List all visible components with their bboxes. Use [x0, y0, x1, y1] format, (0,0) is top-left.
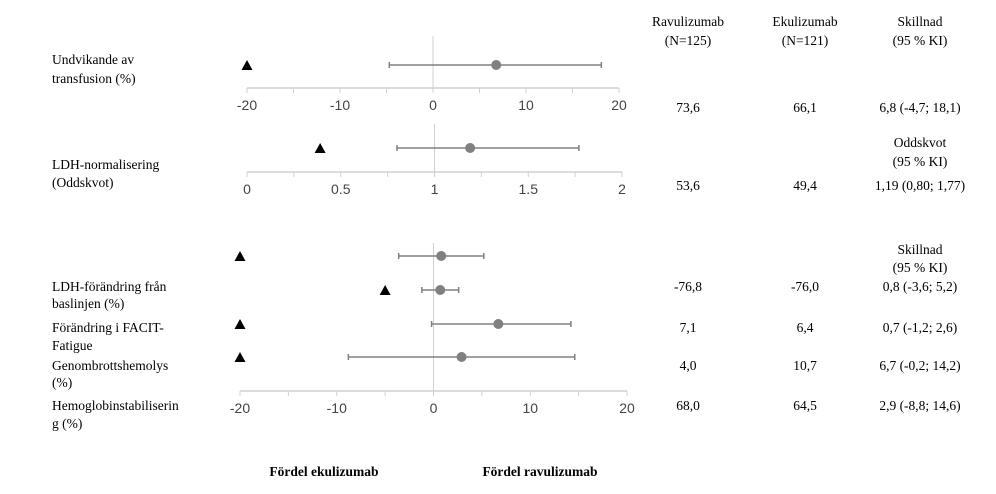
- point-estimate: [435, 285, 446, 295]
- point-estimate: [456, 352, 467, 362]
- point-estimate: [491, 60, 502, 70]
- subheader-skillnad: Skillnad: [897, 242, 943, 257]
- favours-ravulizumab-label: Fördel ravulizumab: [482, 464, 598, 479]
- x-tick-label: 0: [429, 97, 437, 113]
- row-label: (Oddskvot): [52, 175, 114, 190]
- triangle-marker: [314, 143, 326, 153]
- x-tick-label: 2: [618, 181, 626, 197]
- ekulizumab-value: -76,0: [790, 279, 820, 294]
- ravulizumab-value: 73,6: [676, 100, 700, 115]
- triangle-marker: [234, 352, 246, 362]
- effect-value: 0,7 (-1,2; 2,6): [882, 320, 958, 335]
- row-label: Undvikande av: [52, 52, 135, 67]
- header-ravulizumab-n: (N=125): [664, 33, 712, 48]
- row-label: Genombrottshemolys: [52, 358, 169, 373]
- x-tick-label: -10: [327, 400, 347, 416]
- subheader-ki: (95 % KI): [892, 260, 948, 275]
- header-ki: (95 % KI): [892, 33, 948, 48]
- ravulizumab-value: 68,0: [676, 398, 700, 413]
- row-label: g (%): [52, 416, 83, 431]
- x-tick-label: 0: [430, 400, 438, 416]
- header-ekulizumab-n: (N=121): [781, 33, 829, 48]
- favours-ekulizumab-label: Fördel ekulizumab: [269, 464, 379, 479]
- row-label: Förändring i FACIT-: [52, 320, 164, 335]
- effect-value: 6,7 (-0,2; 14,2): [879, 358, 961, 373]
- x-tick-label: -20: [230, 400, 250, 416]
- effect-value: 2,9 (-8,8; 14,6): [879, 398, 961, 413]
- subheader-ki: (95 % KI): [892, 154, 948, 169]
- header-ravulizumab: Ravulizumab: [652, 14, 724, 29]
- x-tick-label: 0: [243, 181, 251, 197]
- ravulizumab-value: 4,0: [679, 358, 697, 373]
- ekulizumab-value: 6,4: [796, 320, 814, 335]
- ekulizumab-value: 64,5: [793, 398, 817, 413]
- row-label: Hemoglobinstabiliserin: [52, 398, 179, 413]
- x-tick-label: -10: [330, 97, 350, 113]
- x-tick-label: 10: [522, 400, 538, 416]
- x-tick-label: 0.5: [331, 181, 351, 197]
- effect-value: 0,8 (-3,6; 5,2): [882, 279, 958, 294]
- row-label: transfusion (%): [52, 71, 136, 86]
- row-label: LDH-förändring från: [52, 279, 167, 294]
- ravulizumab-value: 7,1: [679, 320, 697, 335]
- x-tick-label: 1: [431, 181, 439, 197]
- x-tick-label: -20: [237, 97, 257, 113]
- x-tick-label: 20: [611, 97, 627, 113]
- x-tick-label: 1.5: [519, 181, 539, 197]
- x-tick-label: 10: [518, 97, 534, 113]
- triangle-marker: [241, 60, 253, 70]
- triangle-marker: [379, 285, 391, 295]
- x-tick-label: 20: [619, 400, 635, 416]
- row-label: (%): [52, 375, 73, 390]
- header-skillnad: Skillnad: [897, 14, 943, 29]
- triangle-marker: [234, 319, 246, 329]
- subheader-oddskvot: Oddskvot: [893, 135, 947, 150]
- effect-value: 1,19 (0,80; 1,77): [874, 178, 966, 193]
- ravulizumab-value: 53,6: [676, 178, 700, 193]
- row-label: Fatigue: [52, 338, 93, 353]
- point-estimate: [493, 319, 504, 329]
- ekulizumab-value: 66,1: [793, 100, 817, 115]
- row-label: baslinjen (%): [52, 296, 125, 311]
- point-estimate: [465, 143, 476, 153]
- point-estimate: [436, 251, 447, 261]
- ekulizumab-value: 49,4: [793, 178, 817, 193]
- row-label: LDH-normalisering: [52, 157, 160, 172]
- triangle-marker: [234, 251, 246, 261]
- effect-value: 6,8 (-4,7; 18,1): [879, 100, 961, 115]
- header-ekulizumab: Ekulizumab: [772, 14, 838, 29]
- ravulizumab-value: -76,8: [673, 279, 703, 294]
- ekulizumab-value: 10,7: [793, 358, 817, 373]
